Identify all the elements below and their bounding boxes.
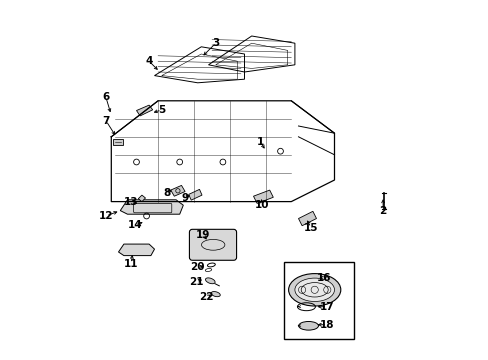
Text: 21: 21 [188, 276, 203, 287]
Text: 16: 16 [316, 273, 330, 283]
Text: 6: 6 [102, 92, 109, 102]
Text: 12: 12 [99, 211, 113, 221]
Text: 15: 15 [303, 222, 318, 233]
Text: 7: 7 [102, 116, 109, 126]
Text: 4: 4 [145, 56, 152, 66]
FancyBboxPatch shape [113, 139, 123, 145]
Text: 10: 10 [255, 200, 269, 210]
Ellipse shape [294, 278, 334, 302]
Text: 9: 9 [181, 193, 188, 203]
Text: 8: 8 [163, 188, 170, 198]
Polygon shape [138, 195, 145, 202]
Text: 14: 14 [127, 220, 142, 230]
Polygon shape [298, 211, 316, 226]
Polygon shape [136, 105, 152, 116]
Ellipse shape [298, 321, 318, 330]
Polygon shape [118, 244, 154, 256]
Polygon shape [120, 200, 183, 214]
Text: 3: 3 [212, 38, 219, 48]
Polygon shape [170, 185, 185, 196]
Ellipse shape [288, 274, 340, 306]
Text: 13: 13 [123, 197, 138, 207]
Text: 2: 2 [379, 206, 386, 216]
Ellipse shape [211, 292, 220, 297]
Text: 19: 19 [196, 230, 210, 240]
Text: 11: 11 [123, 258, 138, 269]
Text: 18: 18 [319, 320, 334, 330]
Bar [284, 262, 354, 339]
Text: 22: 22 [199, 292, 214, 302]
Text: 20: 20 [190, 262, 204, 272]
Ellipse shape [205, 278, 215, 284]
Polygon shape [253, 190, 273, 203]
Polygon shape [188, 189, 202, 200]
Text: 17: 17 [319, 302, 334, 312]
Text: 5: 5 [158, 105, 165, 115]
Text: 1: 1 [257, 137, 264, 147]
FancyBboxPatch shape [189, 229, 236, 260]
